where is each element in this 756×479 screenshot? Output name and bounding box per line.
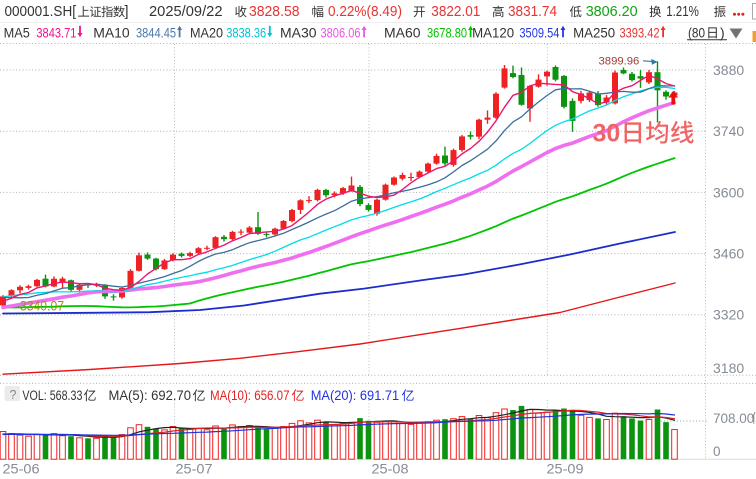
svg-text:MA30: MA30 [280, 24, 317, 40]
svg-text:3340.07: 3340.07 [20, 299, 64, 314]
svg-text:3843.71: 3843.71 [36, 24, 76, 40]
svg-text:3180: 3180 [713, 360, 744, 376]
svg-text:MA20: MA20 [190, 24, 223, 40]
svg-text:(80: (80 [688, 24, 705, 40]
svg-text:3460: 3460 [713, 246, 744, 262]
svg-text:MA(10): 656.07: MA(10): 656.07 [210, 388, 290, 403]
svg-text:25-08: 25-08 [372, 462, 409, 477]
svg-text:25-09: 25-09 [547, 462, 584, 477]
svg-text:MA10: MA10 [93, 24, 130, 40]
svg-text:MA(20): 691.71: MA(20): 691.71 [311, 388, 400, 403]
svg-text:3838.36: 3838.36 [226, 24, 266, 40]
svg-text:3393.42: 3393.42 [620, 24, 660, 40]
svg-text:3828.58: 3828.58 [249, 4, 300, 20]
svg-text:VOL: 568.33: VOL: 568.33 [22, 388, 82, 403]
svg-text:3600: 3600 [713, 184, 744, 200]
svg-text:?: ? [10, 388, 17, 402]
svg-text:MA120: MA120 [472, 24, 514, 40]
svg-text:3320: 3320 [713, 307, 744, 323]
svg-text:30: 30 [593, 120, 621, 148]
svg-text:0: 0 [713, 444, 721, 459]
svg-text:1.21%: 1.21% [666, 4, 699, 20]
svg-text:3899.96: 3899.96 [599, 56, 640, 68]
svg-text:MA60: MA60 [384, 24, 421, 40]
svg-text:MA250: MA250 [573, 24, 615, 40]
svg-text:3806.20: 3806.20 [586, 4, 638, 20]
svg-text:3844.45: 3844.45 [136, 24, 176, 40]
svg-text:MA(5): 692.70: MA(5): 692.70 [109, 388, 192, 403]
svg-text:25-07: 25-07 [176, 462, 213, 477]
svg-text:): ) [720, 24, 725, 40]
svg-text:25-06: 25-06 [3, 462, 40, 477]
svg-text:2025/09/22: 2025/09/22 [149, 4, 223, 20]
svg-text:3509.54: 3509.54 [519, 24, 559, 40]
svg-text:3822.01: 3822.01 [431, 4, 480, 20]
svg-text:0.22%(8.49): 0.22%(8.49) [328, 4, 402, 20]
svg-text:]: ] [125, 4, 129, 20]
svg-text:3880: 3880 [713, 62, 744, 78]
svg-text:MA5: MA5 [4, 24, 30, 40]
svg-text:3831.74: 3831.74 [508, 4, 557, 20]
svg-text:3678.80: 3678.80 [427, 24, 467, 40]
svg-text:3740: 3740 [713, 123, 744, 139]
svg-text:3806.06: 3806.06 [321, 24, 361, 40]
svg-text:708.00: 708.00 [713, 411, 754, 426]
svg-text:000001.SH[: 000001.SH[ [5, 4, 77, 20]
